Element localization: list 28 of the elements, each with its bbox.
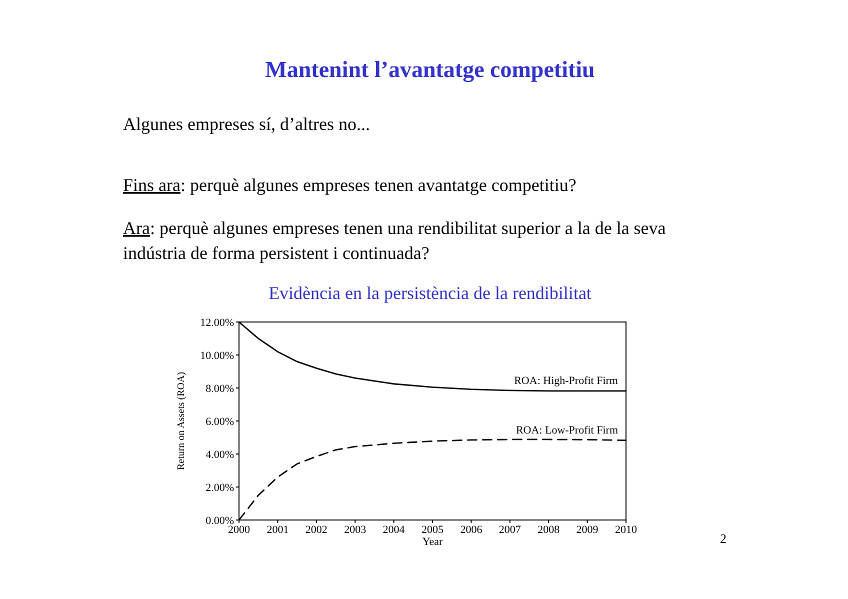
y-axis-title: Return on Assets (ROA) [176,372,187,470]
chart-title: Mantenint l’avantatge competitiu [265,57,596,83]
y-tick-label: 0.00% [206,514,234,527]
x-tick-label: 2008 [538,524,560,536]
x-tick-label: 2004 [382,524,406,536]
text: 2 [720,531,726,546]
x-tick-label: 2006 [460,524,483,536]
text: Ara: perquè algunes empreses tenen una rendibilitat superior a la de la seva indústria de forma persistent i continuada? [123,218,666,263]
x-tick-label: 2001 [266,524,289,536]
x-tick-label: 2002 [305,524,328,536]
series-label: ROA: High-Profit Firm [514,374,618,387]
y-tick-label: 12.00% [200,316,234,329]
x-tick-label: 2009 [576,524,599,536]
y-tick-label: 10.00% [200,350,234,362]
x-tick-label: 2005 [422,524,444,536]
x-tick-label: 2007 [498,524,522,536]
x-tick-label: 2010 [615,524,638,536]
series-label: ROA: Low-Profit Firm [516,424,618,436]
x-tick-label: 2000 [228,524,250,536]
y-tick-label: 4.00% [206,448,234,461]
x-axis-title: Year [422,536,443,548]
chart-subtitle: Evidència en la persistència de la rendibilitat [268,283,592,303]
text: Fins ara: perquè algunes empreses tenen avantatge competitiu? [123,175,576,195]
x-tick-label: 2003 [344,524,367,536]
y-tick-label: 2.00% [206,482,234,494]
y-tick-label: 8.00% [206,382,234,395]
y-tick-label: 6.00% [206,416,234,428]
text: Algunes empreses sí, d’altres no... [123,114,370,134]
